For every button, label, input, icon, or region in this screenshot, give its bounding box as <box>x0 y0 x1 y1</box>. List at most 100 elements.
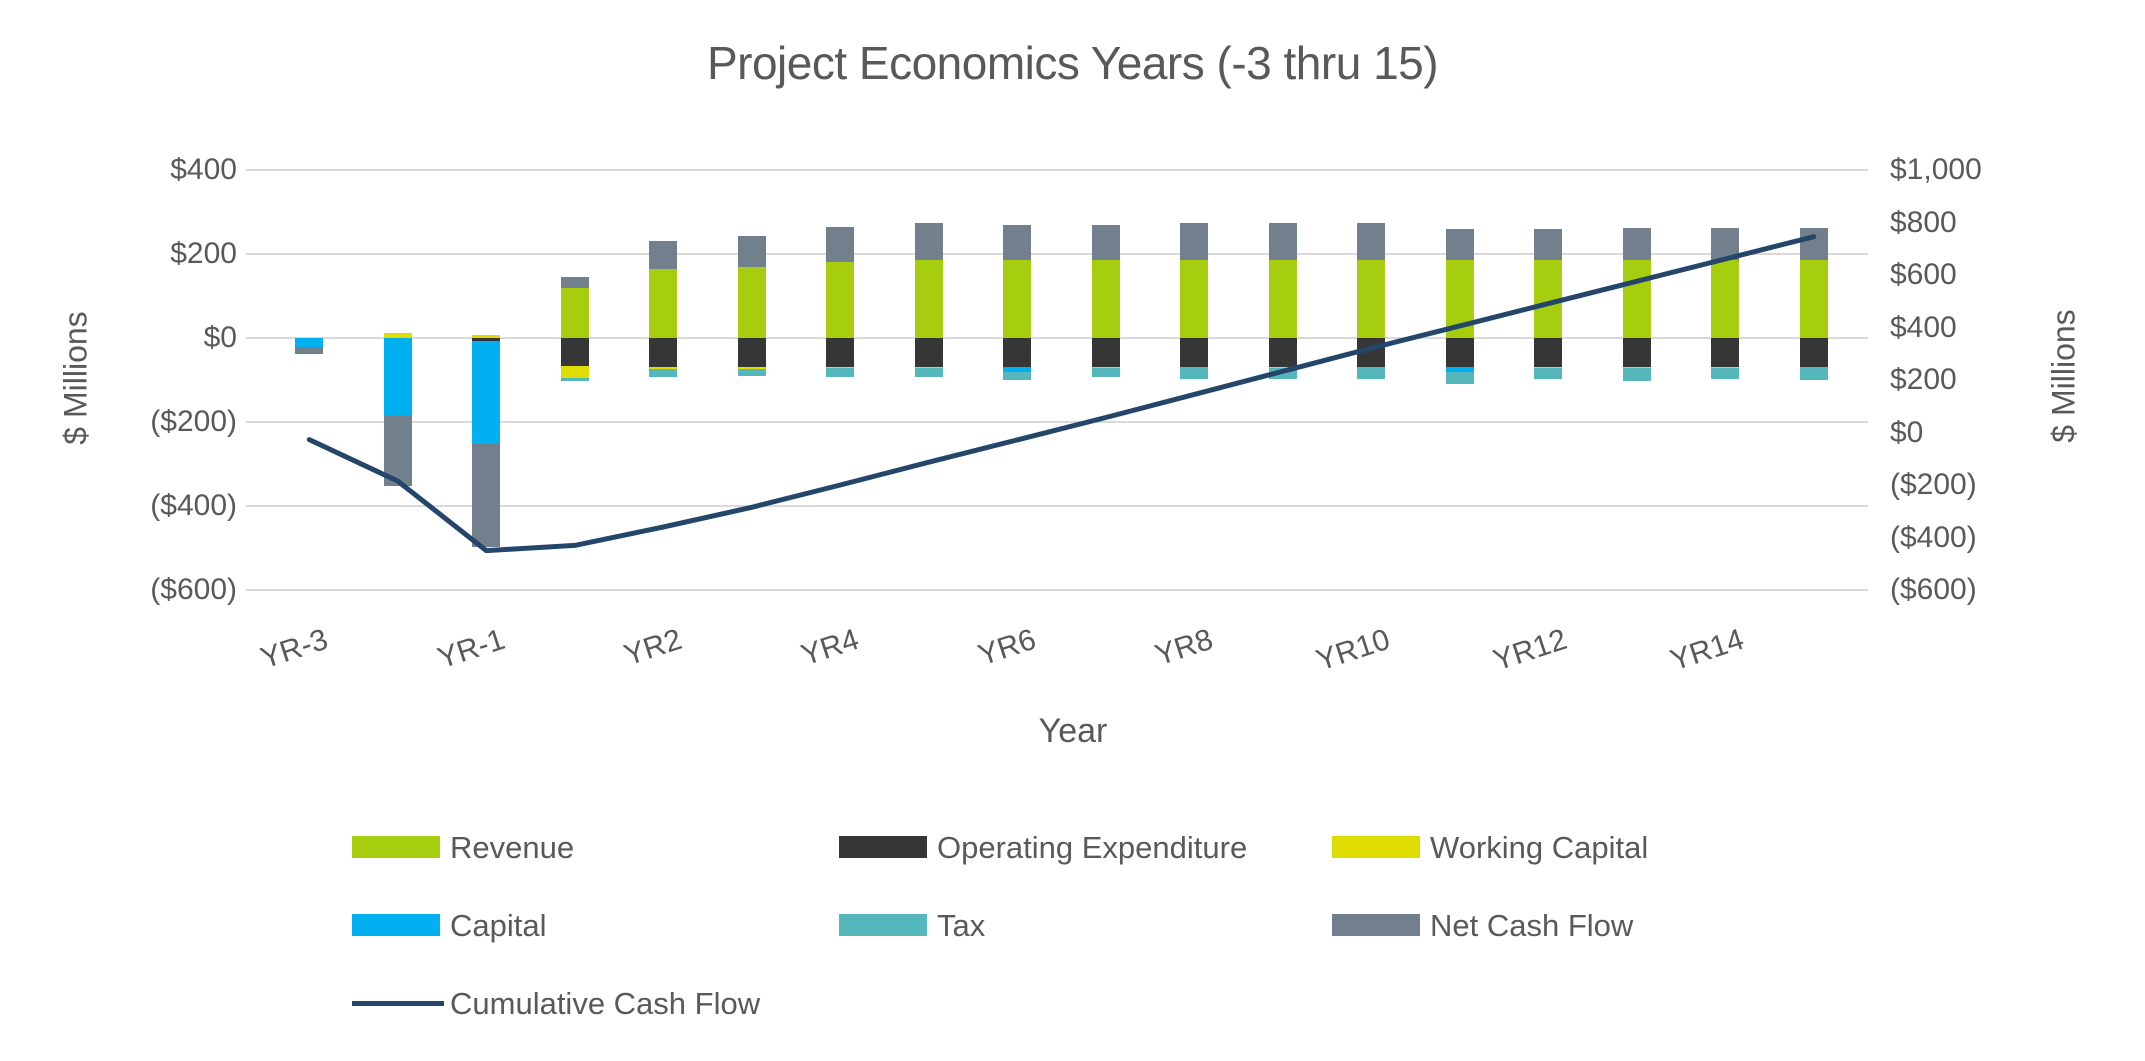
gridline--600 <box>246 589 1868 591</box>
bar-YR14-operating-expenditure <box>1711 338 1740 368</box>
bar-YR11-operating-expenditure <box>1445 338 1474 368</box>
left-axis-tick: $400 <box>170 153 237 186</box>
bar-YR2-revenue <box>649 268 678 338</box>
bar-YR12-net-cash-flow <box>1534 228 1563 261</box>
legend-item-net-cash-flow: Net Cash Flow <box>1332 908 1852 943</box>
bar-YR8-operating-expenditure <box>1180 338 1209 367</box>
bar-YR15-operating-expenditure <box>1799 338 1828 367</box>
legend-label-tax: Tax <box>937 908 986 943</box>
legend-item-working-capital: Working Capital <box>1332 830 1852 865</box>
bar-YR2-operating-expenditure <box>649 338 678 367</box>
bar-YR8-tax <box>1180 367 1209 380</box>
bar-YR6-operating-expenditure <box>1003 338 1032 368</box>
bar-YR11-revenue <box>1445 260 1474 338</box>
left-axis-tick: $200 <box>170 237 237 270</box>
bar-YR15-net-cash-flow <box>1799 227 1828 261</box>
legend-line-cumulative-cash-flow <box>352 1001 444 1006</box>
bar-YR13-net-cash-flow <box>1622 227 1651 261</box>
x-axis-tick-yr6: YR6 <box>974 622 1041 673</box>
legend-swatch-operating-expenditure <box>839 836 927 858</box>
bar-YR6-tax <box>1003 372 1032 380</box>
bar-YR7-operating-expenditure <box>1091 338 1120 368</box>
bar-YR1-tax <box>560 377 589 381</box>
x-axis-tick-yr4: YR4 <box>797 622 864 673</box>
legend-swatch-capital <box>352 914 440 936</box>
right-axis-tick: $800 <box>1890 205 1957 239</box>
legend-label-operating-expenditure: Operating Expenditure <box>937 830 1248 865</box>
x-axis-tick-yr-1: YR-1 <box>433 622 510 676</box>
bar-YR1-revenue <box>560 287 589 338</box>
bar-YR12-tax <box>1534 368 1563 380</box>
x-axis-tick-yr2: YR2 <box>620 622 687 673</box>
bar-YR1-working-capital <box>560 366 589 378</box>
bar-YR9-tax <box>1268 368 1297 380</box>
bar-YR-3-net-cash-flow <box>295 347 324 354</box>
bar-YR10-operating-expenditure <box>1357 338 1386 367</box>
bar-YR9-net-cash-flow <box>1268 223 1297 261</box>
bar-YR3-tax <box>737 368 766 377</box>
bar-YR7-net-cash-flow <box>1091 224 1120 261</box>
legend-label-working-capital: Working Capital <box>1430 830 1649 865</box>
bar-YR1-net-cash-flow <box>560 277 589 288</box>
x-axis-tick-yr10: YR10 <box>1312 622 1395 678</box>
x-axis-tick-yr8: YR8 <box>1151 622 1218 673</box>
right-axis-tick: $200 <box>1890 363 1957 396</box>
bar-YR-1-net-cash-flow <box>472 444 501 548</box>
bar-YR15-revenue <box>1799 260 1828 338</box>
bar-YR2-tax <box>649 368 678 377</box>
legend-swatch-revenue <box>352 836 440 858</box>
bar-YR3-net-cash-flow <box>737 236 766 267</box>
right-axis-tick: $400 <box>1890 310 1957 344</box>
right-axis-tick: ($200) <box>1890 468 1977 501</box>
right-axis-tick: $600 <box>1890 258 1957 291</box>
bar-YR13-tax <box>1622 368 1651 381</box>
x-axis-title: Year <box>1038 712 1108 750</box>
bar-YR-2-net-cash-flow <box>383 416 412 486</box>
legend-item-tax: Tax <box>839 908 1359 943</box>
bar-YR15-tax <box>1799 367 1828 380</box>
gridline-400 <box>246 169 1868 171</box>
bar-YR4-tax <box>826 368 855 378</box>
legend-label-revenue: Revenue <box>450 830 575 865</box>
bar-YR-2-capital <box>383 338 412 417</box>
bar-YR4-operating-expenditure <box>826 338 855 368</box>
bar-YR3-revenue <box>737 266 766 338</box>
bar-YR5-revenue <box>914 260 943 338</box>
bar-YR11-net-cash-flow <box>1445 228 1474 261</box>
bar-YR3-operating-expenditure <box>737 338 766 368</box>
bar-YR6-net-cash-flow <box>1003 224 1032 261</box>
right-axis-tick: $0 <box>1890 415 1924 449</box>
bar-YR-1-capital <box>472 341 501 445</box>
legend-item-operating-expenditure: Operating Expenditure <box>839 830 1359 865</box>
bar-YR9-revenue <box>1268 260 1297 338</box>
bar-YR7-tax <box>1091 368 1120 377</box>
bar-YR-1-working-capital <box>472 335 501 338</box>
bar-YR2-net-cash-flow <box>649 240 678 269</box>
left-axis-tick: ($200) <box>150 405 237 438</box>
legend-swatch-net-cash-flow <box>1332 914 1420 936</box>
bar-YR-3-capital <box>295 338 324 348</box>
legend-item-cumulative-cash-flow: Cumulative Cash Flow <box>352 986 872 1021</box>
right-axis-tick: ($600) <box>1890 573 1977 606</box>
bar-YR10-revenue <box>1357 260 1386 338</box>
left-axis-tick: ($400) <box>150 489 237 522</box>
left-axis-tick: $0 <box>203 321 237 354</box>
bar-YR4-net-cash-flow <box>826 226 855 263</box>
bar-YR8-net-cash-flow <box>1180 223 1209 261</box>
bar-YR7-revenue <box>1091 260 1120 338</box>
bar-YR14-net-cash-flow <box>1711 227 1740 261</box>
legend-swatch-tax <box>839 914 927 936</box>
bar-YR9-operating-expenditure <box>1268 338 1297 368</box>
bar-YR12-revenue <box>1534 260 1563 338</box>
legend-label-cumulative-cash-flow: Cumulative Cash Flow <box>450 986 761 1021</box>
bar-YR5-operating-expenditure <box>914 338 943 368</box>
bar-YR14-tax <box>1711 368 1740 380</box>
legend-swatch-working-capital <box>1332 836 1420 858</box>
bar-YR13-operating-expenditure <box>1622 338 1651 368</box>
bar-YR10-net-cash-flow <box>1357 223 1386 261</box>
bar-YR13-revenue <box>1622 260 1651 338</box>
bar-YR6-revenue <box>1003 260 1032 338</box>
left-axis-tick: ($600) <box>150 573 237 606</box>
bar-YR8-revenue <box>1180 260 1209 338</box>
